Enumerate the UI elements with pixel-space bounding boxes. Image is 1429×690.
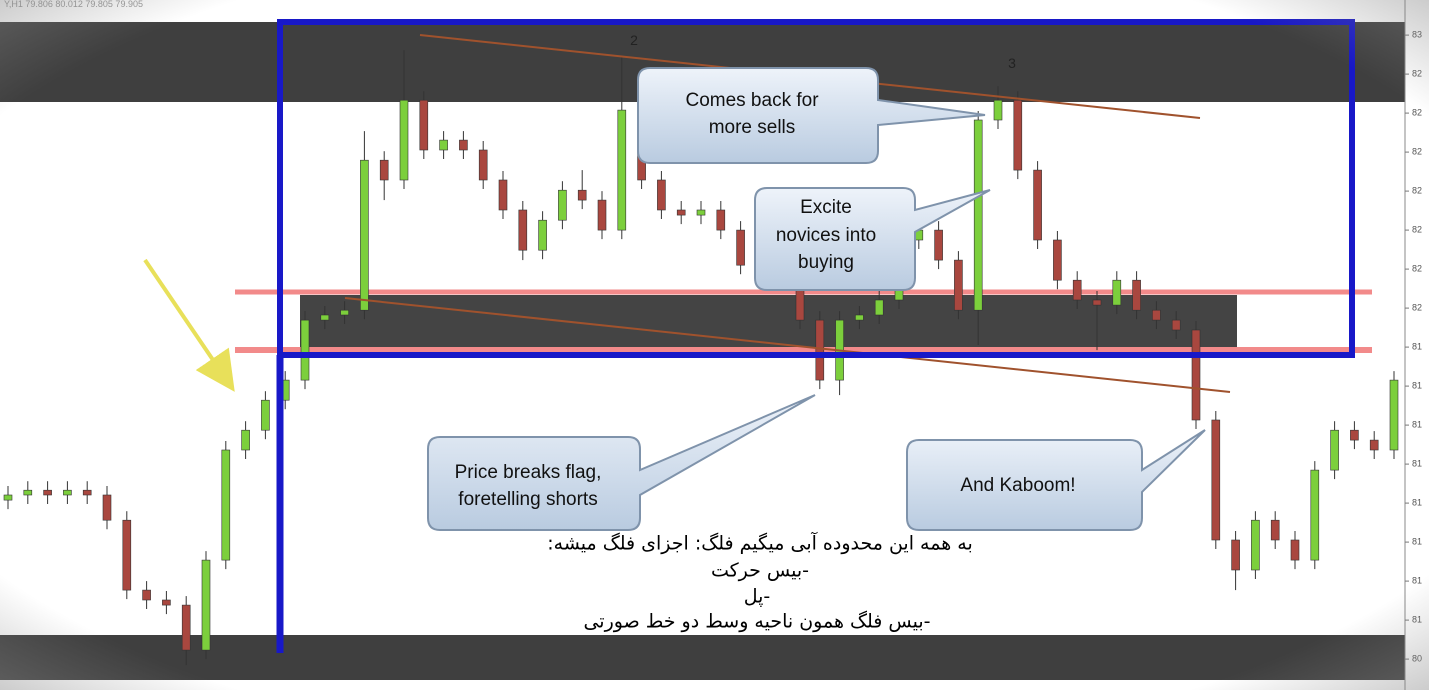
callout-text: Excite	[800, 197, 852, 218]
candle-body	[1034, 170, 1042, 240]
candle-body	[380, 160, 388, 180]
candle-body	[1053, 240, 1061, 280]
candle-body	[657, 180, 665, 210]
candle-body	[162, 600, 170, 605]
candle-body	[123, 520, 131, 590]
candle-body	[1331, 430, 1339, 470]
candle-body	[1271, 520, 1279, 540]
candle-body	[182, 605, 190, 650]
candle-body	[261, 400, 269, 430]
candle-body	[242, 430, 250, 450]
candle-body	[1232, 540, 1240, 570]
candle-body	[578, 190, 586, 200]
candle-body	[360, 160, 368, 310]
candle-body	[459, 140, 467, 150]
y-tick-label: 82	[1412, 107, 1422, 117]
y-tick-label: 81	[1412, 341, 1422, 351]
y-tick-label: 80	[1412, 653, 1422, 663]
y-tick-label: 81	[1412, 497, 1422, 507]
candle-body	[816, 320, 824, 380]
candle-body	[1311, 470, 1319, 560]
candle-body	[499, 180, 507, 210]
callout-text: And Kaboom!	[960, 475, 1075, 496]
callout-text: more sells	[709, 117, 796, 138]
callout-text: foretelling shorts	[458, 489, 597, 510]
note-line: -پل	[744, 586, 771, 608]
candle-body	[1172, 320, 1180, 330]
y-tick-label: 81	[1412, 614, 1422, 624]
candle-body	[63, 490, 71, 495]
callout-text: Comes back for	[685, 90, 819, 111]
candle-body	[677, 210, 685, 215]
note-line: به همه این محدوده آبی میگیم فلگ: اجزای ف…	[547, 531, 973, 555]
candle-body	[301, 320, 309, 380]
candle-body	[1152, 310, 1160, 320]
header: Y,H1 79.806 80.012 79.805 79.905	[4, 0, 143, 9]
candle-body	[558, 190, 566, 220]
y-tick-label: 82	[1412, 146, 1422, 156]
candle-body	[717, 210, 725, 230]
zone-bottom	[0, 635, 1405, 680]
candle-body	[539, 220, 547, 250]
candle-body	[440, 140, 448, 150]
y-tick-label: 83	[1412, 29, 1422, 39]
candle-body	[935, 230, 943, 260]
wave-label: 3	[1008, 55, 1016, 71]
wave-label: 2	[630, 32, 638, 48]
candle-body	[420, 100, 428, 150]
y-tick-label: 81	[1412, 380, 1422, 390]
callout-text: Price breaks flag,	[455, 462, 602, 483]
note-line: -بیس فلگ همون ناحیه وسط دو خط صورتی	[583, 611, 930, 633]
candle-body	[1014, 100, 1022, 170]
candle-body	[341, 310, 349, 315]
candle-body	[618, 110, 626, 230]
candle-body	[1251, 520, 1259, 570]
y-tick-label: 82	[1412, 224, 1422, 234]
chart: 83 82 82 82 82 82 82 82 81 81 81 81 81 81 81 81 80 Y,H1 …	[0, 0, 1429, 690]
y-tick-label: 81	[1412, 419, 1422, 429]
y-tick-label: 82	[1412, 302, 1422, 312]
callout-text: novices into	[776, 225, 876, 246]
candle-body	[1113, 280, 1121, 305]
candle-body	[855, 315, 863, 320]
candle-body	[1291, 540, 1299, 560]
y-tick-label: 81	[1412, 536, 1422, 546]
candle-body	[519, 210, 527, 250]
candle-body	[1390, 380, 1398, 450]
candle-body	[1212, 420, 1220, 540]
candle-body	[202, 560, 210, 650]
y-tick-label: 81	[1412, 458, 1422, 468]
candle-body	[1093, 300, 1101, 305]
candle-body	[479, 150, 487, 180]
candle-body	[954, 260, 962, 310]
candle-body	[400, 100, 408, 180]
candle-body	[103, 495, 111, 520]
candle-body	[321, 315, 329, 320]
y-tick-label: 82	[1412, 185, 1422, 195]
candle-body	[1192, 330, 1200, 420]
candle-body	[737, 230, 745, 265]
candle-body	[143, 590, 151, 600]
y-tick-label: 82	[1412, 68, 1422, 78]
candle-body	[994, 100, 1002, 120]
candle-body	[1370, 440, 1378, 450]
candle-body	[974, 120, 982, 310]
candle-body	[83, 490, 91, 495]
callout-text: buying	[798, 252, 854, 273]
candle-body	[875, 300, 883, 315]
candle-body	[24, 490, 32, 495]
candle-body	[1073, 280, 1081, 300]
candle-body	[1133, 280, 1141, 310]
y-tick-label: 82	[1412, 263, 1422, 273]
y-tick-label: 81	[1412, 575, 1422, 585]
candle-body	[1350, 430, 1358, 440]
candle-body	[697, 210, 705, 215]
candle-body	[222, 450, 230, 560]
note-line: -بیس حرکت	[711, 560, 809, 582]
candle-body	[4, 495, 12, 500]
candle-body	[598, 200, 606, 230]
candle-body	[44, 490, 52, 495]
